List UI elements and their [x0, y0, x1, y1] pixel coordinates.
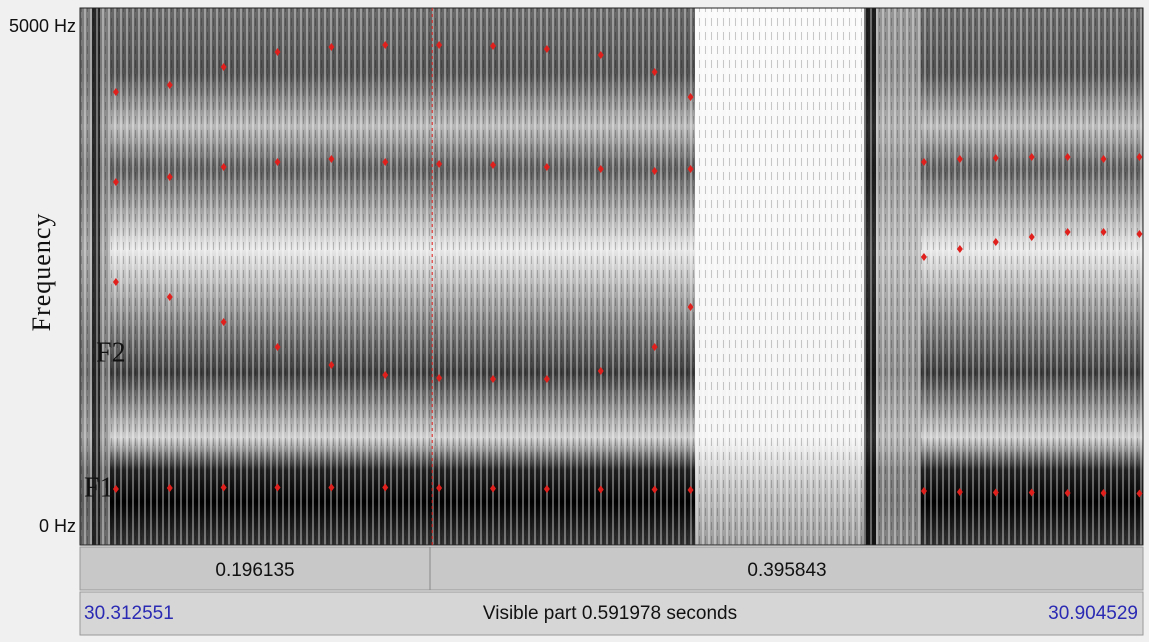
- formant-point: [382, 371, 389, 379]
- formant-point: [166, 293, 173, 301]
- formant-point: [992, 488, 999, 497]
- formant-point: [597, 165, 604, 173]
- formant-point: [1064, 489, 1071, 497]
- formant-point: [920, 487, 927, 495]
- formant-point: [597, 367, 604, 375]
- formant-point: [1028, 233, 1035, 241]
- formant-point: [436, 374, 443, 382]
- formant-point: [1028, 488, 1035, 497]
- formant-point: [687, 165, 694, 173]
- formant-point: [597, 485, 604, 494]
- formant-point: [220, 63, 227, 71]
- formant-point: [597, 51, 604, 59]
- formant-point: [112, 278, 119, 286]
- formant-point: [436, 160, 443, 168]
- formant-point: [382, 483, 389, 492]
- formant-point: [1100, 489, 1107, 497]
- frame: [79, 7, 1144, 546]
- formant-point: [1100, 155, 1107, 163]
- formant-point: [220, 483, 227, 492]
- formant-point: [956, 245, 963, 253]
- formant-point: [220, 318, 227, 326]
- formant-point: [382, 41, 389, 49]
- formant-point: [920, 158, 927, 166]
- formant-point: [1028, 153, 1035, 161]
- formant-point: [687, 303, 694, 311]
- formant-point: [687, 486, 694, 494]
- y-axis-label: Frequency: [27, 213, 56, 332]
- formant-point: [490, 484, 497, 493]
- formant-label: F1: [84, 472, 114, 503]
- formant-point: [1100, 228, 1107, 236]
- formant-point: [1136, 230, 1143, 238]
- formant-point: [543, 375, 550, 383]
- formant-point: [112, 88, 119, 96]
- formant-point: [543, 485, 550, 493]
- formant-point: [543, 163, 550, 171]
- window-bar[interactable]: [79, 591, 1144, 636]
- texture: [80, 8, 1143, 545]
- formant-point: [274, 158, 281, 166]
- formant-point: [651, 485, 658, 494]
- formant-point: [687, 93, 694, 101]
- formant-point: [490, 42, 497, 50]
- formant-point: [490, 161, 497, 169]
- y-tick-label: 0 Hz: [39, 516, 76, 536]
- formant-point: [920, 253, 927, 261]
- formant-point: [1064, 153, 1071, 161]
- segment-duration[interactable]: 0.196135: [215, 560, 294, 581]
- segment-duration[interactable]: 0.395843: [747, 560, 826, 581]
- selection-bar[interactable]: [79, 546, 1144, 591]
- window-start[interactable]: 30.312551: [84, 603, 174, 624]
- formant-point: [382, 158, 389, 166]
- formant-point: [274, 48, 281, 56]
- formant-point: [956, 155, 963, 163]
- formant-point: [651, 343, 658, 351]
- formant-point: [274, 483, 281, 492]
- formant-point: [328, 43, 335, 51]
- formant-point: [166, 173, 173, 181]
- formant-point: [490, 375, 497, 383]
- formant-point: [651, 167, 658, 175]
- formant-point: [1136, 153, 1143, 161]
- window-end[interactable]: 30.904529: [1048, 603, 1138, 624]
- formant-point: [112, 178, 119, 186]
- formant-point: [328, 483, 335, 492]
- formant-point: [328, 361, 335, 369]
- formant-point: [436, 41, 443, 49]
- y-tick-label: 5000 Hz: [9, 16, 76, 36]
- formant-point: [651, 68, 658, 76]
- formant-point: [166, 81, 173, 89]
- formant-label: F2: [96, 337, 126, 368]
- visible-part[interactable]: Visible part 0.591978 seconds: [483, 603, 737, 624]
- formant-point: [1136, 489, 1143, 498]
- formant-point: [436, 484, 443, 492]
- formant-point: [328, 155, 335, 163]
- formant-point: [992, 238, 999, 246]
- formant-point: [992, 154, 999, 162]
- formant-point: [274, 343, 281, 351]
- formant-point: [220, 163, 227, 171]
- formant-point: [166, 484, 173, 492]
- formant-point: [543, 45, 550, 53]
- formant-point: [112, 485, 119, 493]
- formant-point: [956, 488, 963, 496]
- formant-point: [1064, 228, 1071, 236]
